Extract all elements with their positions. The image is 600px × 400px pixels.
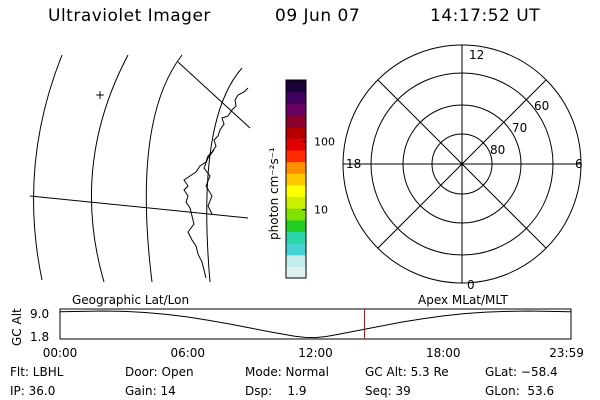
colorbar-cell [286,80,306,93]
timeline-ylabel: GC Alt [10,308,24,346]
gc-alt-label: GC Alt: 5.3 Re [365,365,449,379]
polar-panel-label: Apex MLat/MLT [418,293,508,307]
filter-label: Flt: LBHL [10,365,64,379]
colorbar-cell [286,266,306,279]
time-label: 14:17:52 UT [430,6,541,26]
colorbar-cell [286,254,306,267]
geographic-map: + [29,54,251,283]
colorbar-cell [286,173,306,186]
map-meridian-line [29,195,249,219]
colorbar-cell [286,184,306,198]
mlat-label-60: 60 [534,99,549,113]
map-meridian-line [177,61,251,129]
timeline-xtick-label: 23:59 [549,346,584,360]
dsp-label: Dsp: 1.9 [245,384,307,398]
glat-label: GLat: −58.4 [485,365,558,379]
mlat-label-80: 80 [490,143,505,157]
date-label: 09 Jun 07 [275,6,361,26]
polar-diagonal-line [377,79,547,249]
polar-plot: 12 18 6 0 60 70 80 [342,44,583,292]
map-latitude-arc [206,67,243,283]
timeline-ytick-top: 9.0 [30,307,49,321]
map-marker: + [95,88,105,102]
timeline-frame [59,308,572,340]
mlt-label-12: 12 [469,48,484,62]
timeline-xtick-label: 06:00 [170,346,205,360]
mlt-label-6: 6 [575,157,583,171]
glon-label: GLon: 53.6 [485,384,555,398]
colorbar-tick-label: 10 [314,204,328,217]
timeline-xtick-label: 12:00 [298,346,333,360]
timeline-ytick-bottom: 1.8 [30,330,49,344]
colorbar-unit-label: photon cm⁻²s⁻¹ [267,147,281,240]
colorbar-cell [286,161,306,174]
colorbar-cell [286,138,306,151]
mlat-label-70: 70 [512,121,527,135]
gain-label: Gain: 14 [125,384,176,398]
mlt-label-0: 0 [467,278,475,292]
coastline-detail [203,149,215,215]
colorbar-cell [286,196,306,209]
map-latitude-arc [33,54,63,281]
colorbar-cell [286,208,306,221]
colorbar-cell [286,103,306,116]
colorbar-tick-label: 100 [314,135,335,148]
colorbar-cell [286,243,306,256]
colorbar-cell [286,91,306,104]
left-panel-label: Geographic Lat/Lon [72,293,189,307]
altitude-series-line [59,310,571,339]
colorbar-cell [286,231,306,244]
ip-label: IP: 36.0 [10,384,56,398]
colorbar-cell [286,149,306,163]
sequence-label: Seq: 39 [365,384,411,398]
door-status: Door: Open [125,365,194,379]
timeline-xtick-label: 18:00 [426,346,461,360]
colorbar-cell [286,114,306,128]
colorbar-cell [286,126,306,139]
colorbar: 100 10 photon cm⁻²s⁻¹ [267,79,335,279]
map-latitude-arc [145,54,183,283]
mode-label: Mode: Normal [245,365,329,379]
map-latitude-arc [90,54,129,283]
colorbar-frame [285,79,307,279]
instrument-title: Ultraviolet Imager [48,6,211,26]
colorbar-cell [286,219,306,233]
mlt-label-18: 18 [346,157,361,171]
timeline-chart: Geographic Lat/Lon Apex MLat/MLT GC Alt … [10,293,584,360]
coastline [183,87,249,279]
timeline-xtick-label: 00:00 [43,346,78,360]
